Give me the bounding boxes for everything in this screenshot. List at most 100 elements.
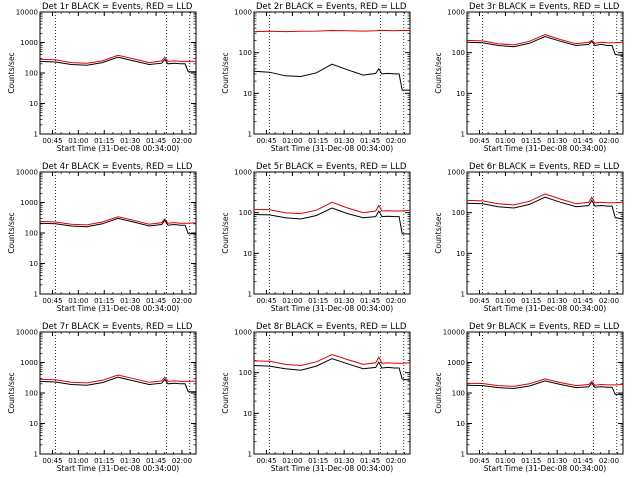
series-events-line [466,35,624,56]
y-axis-label: Counts/sec [7,52,16,93]
series-events-line [466,380,623,395]
chart-title: Det 3r BLACK = Events, RED = LLD [469,2,620,12]
chart-panel-2: Det 2r BLACK = Events, RED = LLD 1 10 100 10… [221,2,411,153]
x-tick-label: 01:30 [120,137,140,145]
x-tick-label: 01:45 [360,137,380,145]
y-tick-label: 100 [239,209,252,217]
x-axis-label: Start Time (31-Dec-08 00:34:00) [57,304,179,313]
plot-frame [253,331,411,455]
y-axis-label: Counts/sec [434,52,443,93]
x-tick-label: 00:45 [42,457,62,465]
x-tick-label: 01:15 [521,297,541,305]
chart-panel-1: Det 1r BLACK = Events, RED = LLD 1 10 100 10… [7,2,197,153]
series-lld-line [466,378,624,387]
chart-title: Det 5r BLACK = Events, RED = LLD [256,162,407,172]
x-tick-label: 00:45 [469,137,489,145]
x-axis-label: Start Time (31-Dec-08 00:34:00) [57,464,179,473]
x-tick-label: 02:00 [599,457,619,465]
y-tick-label: 1 [34,451,38,459]
y-axis-label: Counts/sec [7,212,16,253]
y-tick-label: 10 [456,420,465,428]
y-axis-label: Counts/sec [221,212,230,253]
x-tick-label: 01:15 [308,297,328,305]
chart-panel-4: Det 4r BLACK = Events, RED = LLD 1 10 100 10… [7,162,197,313]
x-tick-label: 02:00 [386,457,406,465]
series-lld-line [253,201,411,215]
series-lld-line [39,54,196,64]
y-tick-label: 1000 [20,39,38,47]
x-axis-label: Start Time (31-Dec-08 00:34:00) [484,144,606,153]
plot-frame [253,171,411,295]
y-tick-label: 100 [25,230,38,238]
series-lld-line [253,353,411,367]
y-tick-label: 10 [29,260,38,268]
y-axis-label: Counts/sec [434,372,443,413]
x-tick-label: 01:15 [521,137,541,145]
x-tick-label: 00:45 [42,297,62,305]
y-axis-label: Counts/sec [7,372,16,413]
x-axis-label: Start Time (31-Dec-08 00:34:00) [484,304,606,313]
y-tick-label: 100 [452,49,465,57]
y-tick-label: 100 [452,209,465,217]
y-tick-label: 10000 [443,329,465,337]
x-tick-label: 01:30 [547,297,567,305]
chart-title: Det 2r BLACK = Events, RED = LLD [256,2,407,12]
y-tick-label: 10 [29,420,38,428]
x-tick-label: 01:30 [334,457,354,465]
x-tick-label: 02:00 [386,137,406,145]
chart-panel-3: Det 3r BLACK = Events, RED = LLD 1 10 100 10… [434,2,624,153]
x-tick-label: 01:00 [68,457,88,465]
x-tick-label: 01:00 [68,137,88,145]
y-tick-label: 10000 [16,169,38,177]
y-tick-label: 10000 [16,9,38,17]
y-tick-label: 100 [239,369,252,377]
plot-frame [253,11,411,135]
x-tick-label: 01:15 [94,137,114,145]
series-events-line [39,56,196,73]
x-tick-label: 01:30 [120,457,140,465]
x-axis-label: Start Time (31-Dec-08 00:34:00) [271,464,393,473]
plot-frame [466,171,624,295]
y-axis-label: Counts/sec [434,212,443,253]
series-lld-line [39,374,197,384]
chart-title: Det 7r BLACK = Events, RED = LLD [42,322,193,332]
x-tick-label: 01:15 [94,457,114,465]
chart-panel-5: Det 5r BLACK = Events, RED = LLD 1 10 100 10… [221,162,411,313]
y-tick-label: 1 [34,291,38,299]
y-tick-label: 1000 [447,359,465,367]
series-events-line [253,358,411,381]
y-tick-label: 10000 [16,329,38,337]
plot-frame [466,11,624,135]
series-events-line [253,63,410,91]
x-tick-label: 00:45 [256,297,276,305]
x-tick-label: 01:45 [573,457,593,465]
y-tick-label: 1 [461,451,465,459]
x-tick-label: 01:45 [573,137,593,145]
y-axis-label: Counts/sec [221,372,230,413]
x-tick-label: 01:30 [334,297,354,305]
y-tick-label: 10 [243,250,252,258]
y-axis-label: Counts/sec [221,52,230,93]
series-events-line [39,376,196,393]
y-tick-label: 1000 [20,199,38,207]
x-tick-label: 01:00 [282,297,302,305]
y-tick-label: 10 [456,90,465,98]
x-axis-label: Start Time (31-Dec-08 00:34:00) [484,464,606,473]
x-tick-label: 00:45 [42,137,62,145]
plot-frame [39,331,197,455]
x-tick-label: 01:00 [495,297,515,305]
y-tick-label: 100 [452,390,465,398]
x-tick-label: 02:00 [599,137,619,145]
x-tick-label: 00:45 [256,457,276,465]
y-tick-label: 100 [239,49,252,57]
y-tick-label: 1 [461,291,465,299]
series-events-line [39,217,196,235]
plot-frame [39,11,197,135]
y-tick-label: 1 [461,131,465,139]
x-tick-label: 01:45 [573,297,593,305]
chart-panel-7: Det 7r BLACK = Events, RED = LLD 1 10 100 10… [7,322,197,473]
x-tick-label: 01:00 [495,457,515,465]
chart-panel-9: Det 9r BLACK = Events, RED = LLD 1 10 100 10… [434,322,624,473]
series-lld-line [466,193,624,206]
